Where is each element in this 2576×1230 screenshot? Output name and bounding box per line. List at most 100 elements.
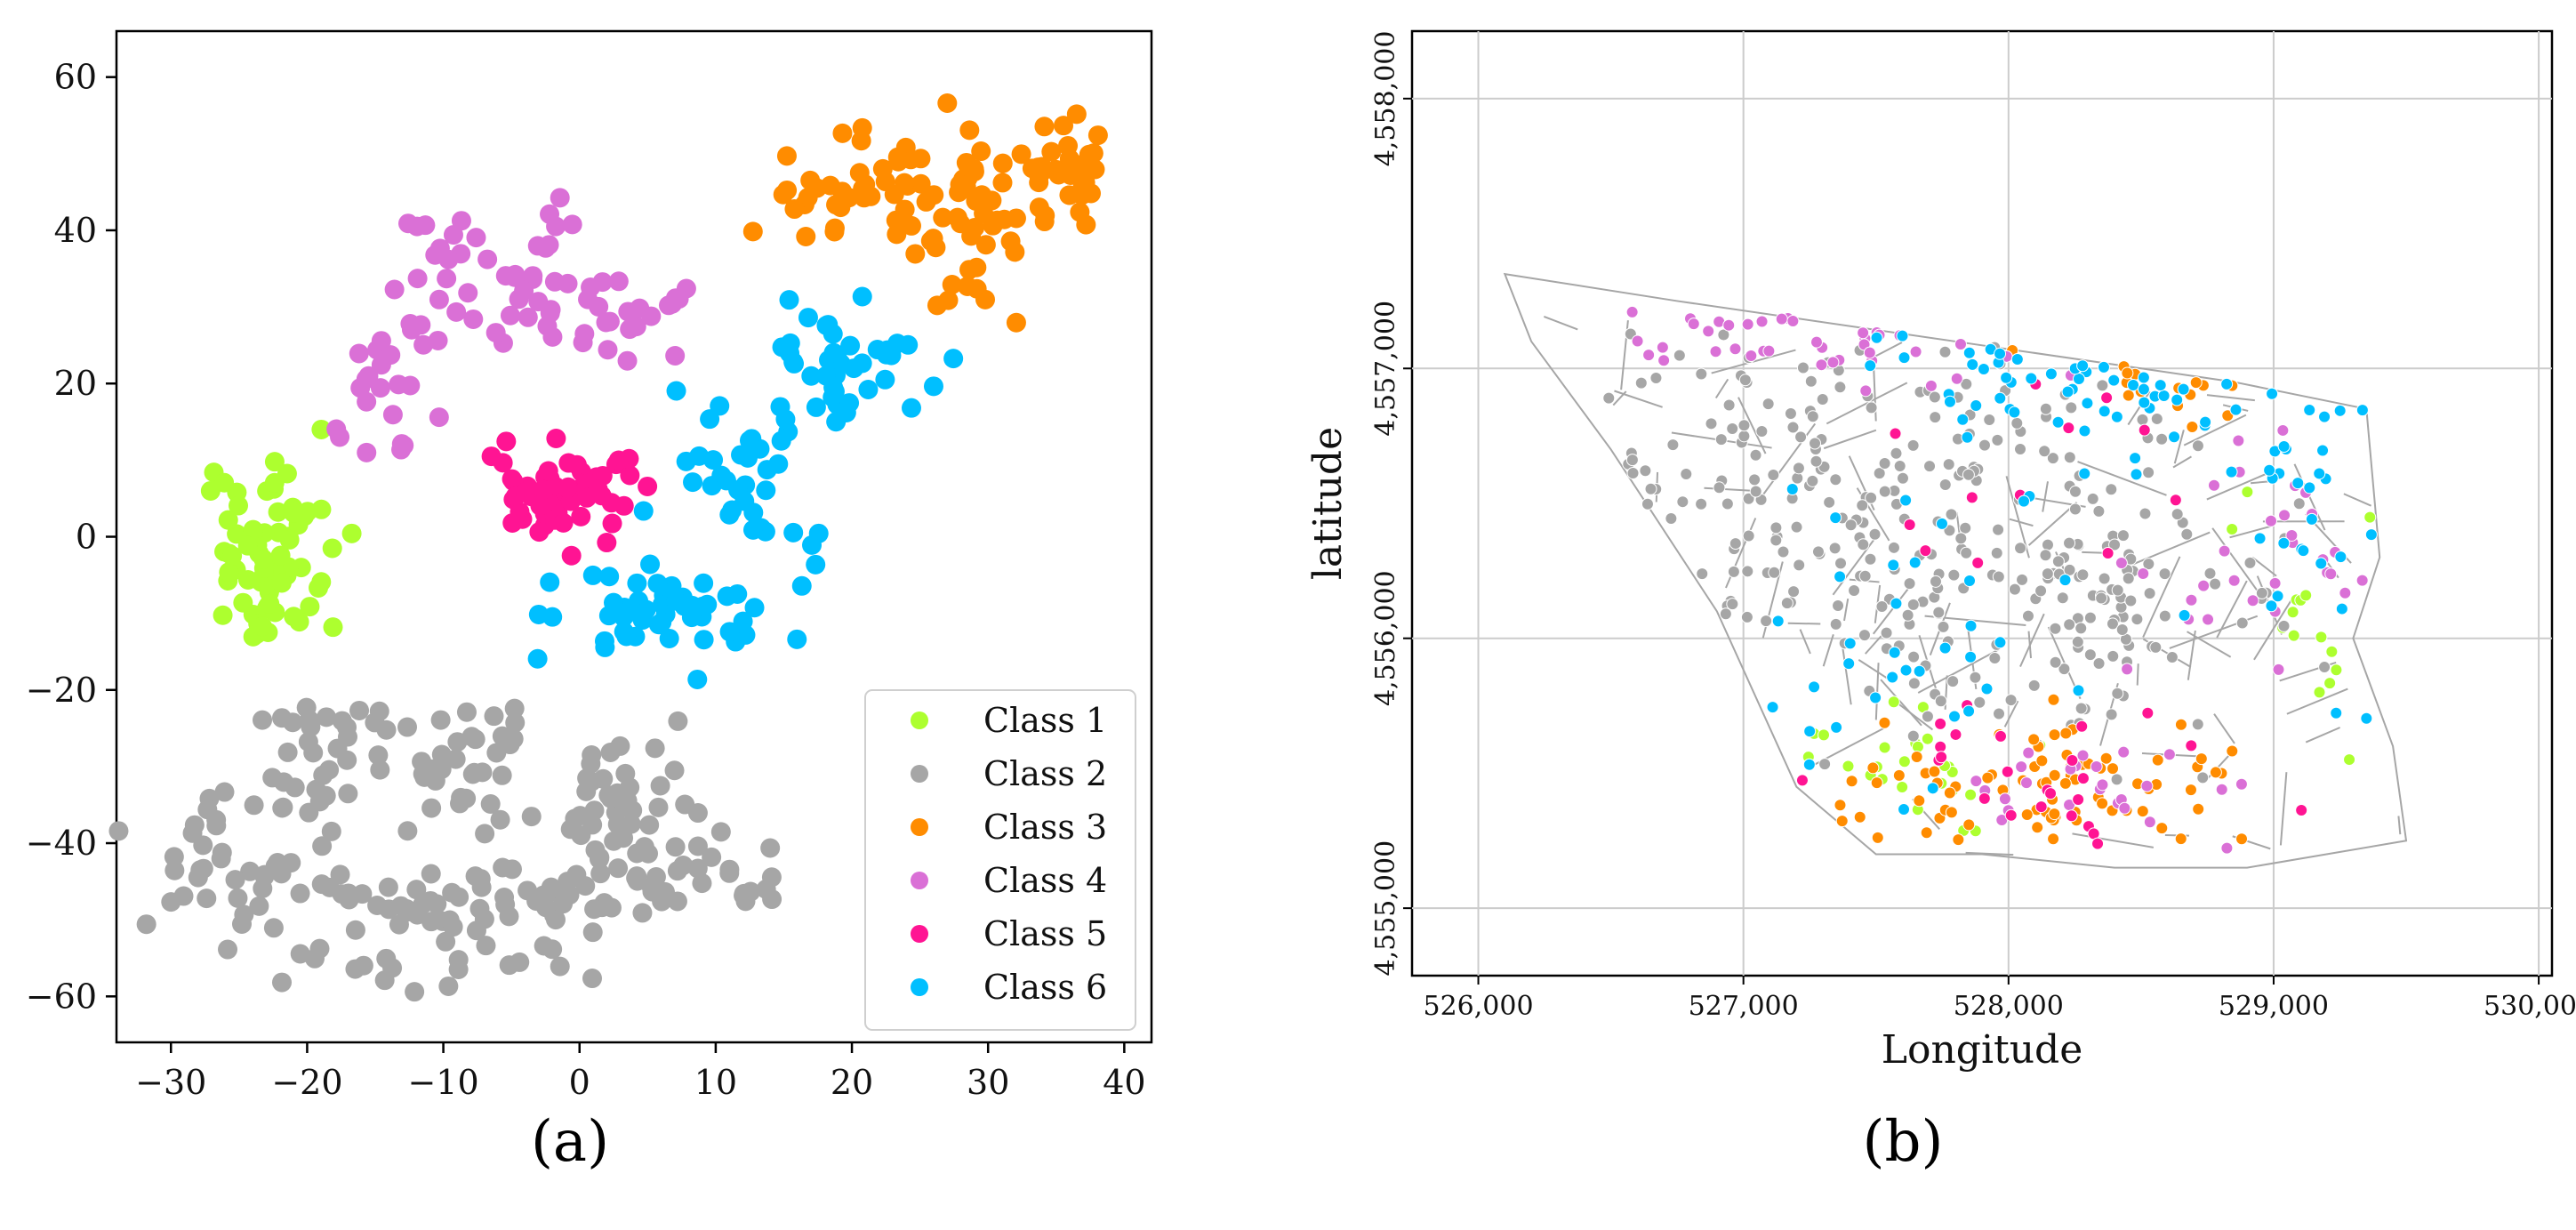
class-2-node — [1780, 597, 1794, 610]
class-2-node — [1786, 421, 1800, 434]
class-5-point — [638, 476, 658, 496]
class-2-node — [1806, 410, 1819, 423]
class-1-point — [284, 502, 304, 523]
class-2-node — [1641, 497, 1654, 510]
class-2-point — [534, 936, 554, 956]
class-4-point — [370, 378, 390, 398]
class-6-point — [791, 575, 812, 596]
class-5-point — [502, 469, 522, 489]
legend-marker-class-2 — [911, 765, 928, 783]
road-segment — [1832, 532, 1880, 596]
class-6-point — [802, 535, 823, 555]
class-4-node — [2227, 574, 2241, 587]
x-tick-label: 0 — [569, 1063, 590, 1102]
class-3-node — [2031, 821, 2044, 834]
class-2-point — [290, 883, 310, 904]
class-6-node — [2076, 359, 2090, 373]
class-4-node — [2218, 544, 2231, 558]
class-1-point — [219, 562, 239, 583]
class-4-point — [618, 301, 638, 322]
class-4-node — [2140, 779, 2154, 792]
y-tick-label: 20 — [54, 364, 97, 403]
class-2-point — [390, 896, 411, 916]
class-2-node — [1906, 729, 1920, 743]
class-4-node — [1815, 358, 1828, 372]
class-2-point — [608, 858, 629, 879]
class-2-node — [1769, 521, 1783, 535]
class-2-point — [164, 847, 184, 867]
class-6-node — [2266, 387, 2279, 400]
class-6-node — [2277, 439, 2291, 453]
class-4-node — [2268, 576, 2282, 590]
class-6-node — [1869, 691, 1882, 704]
class-2-node — [1962, 468, 1975, 481]
class-6-node — [2177, 382, 2190, 396]
class-6-point — [801, 366, 822, 386]
class-4-point — [429, 407, 449, 428]
class-5-node — [1934, 740, 1947, 753]
class-4-node — [1741, 318, 1754, 331]
class-5-node — [1889, 427, 1902, 440]
class-3-point — [777, 180, 798, 200]
class-3-point — [947, 207, 967, 228]
class-2-node — [2039, 402, 2052, 415]
road-segment — [2077, 461, 2167, 496]
class-2-node — [2143, 587, 2156, 600]
legend-label-class-3: Class 3 — [983, 808, 1107, 847]
class-2-point — [480, 793, 501, 814]
class-2-node — [1978, 438, 1991, 452]
class-3-point — [1075, 173, 1095, 193]
class-1-point — [264, 472, 285, 493]
road-segment — [1612, 390, 1627, 406]
class-3-node — [1870, 776, 1883, 790]
class-3-point — [942, 275, 962, 295]
legend-marker-class-4 — [911, 872, 928, 889]
class-2-node — [2155, 432, 2169, 446]
class-2-node — [1741, 565, 1754, 578]
class-2-point — [405, 982, 425, 1002]
class-6-point — [798, 308, 818, 328]
class-2-node — [2056, 591, 2069, 605]
class-2-node — [1834, 381, 1847, 394]
class-3-node — [2048, 728, 2061, 742]
x-tick-label: 40 — [1103, 1063, 1145, 1102]
class-4-node — [2096, 778, 2109, 792]
class-6-point — [633, 501, 654, 521]
class-6-node — [2303, 481, 2316, 494]
class-6-point — [694, 630, 714, 650]
class-2-node — [1929, 575, 1942, 588]
road-segment — [2279, 772, 2288, 846]
class-2-node — [1793, 559, 1806, 572]
class-6-node — [1926, 782, 1939, 795]
class-2-node — [2041, 567, 2054, 581]
class-2-node — [1721, 497, 1734, 510]
class-1-point — [311, 419, 332, 439]
class-6-point — [756, 480, 776, 501]
class-2-point — [431, 759, 452, 779]
class-3-node — [2151, 753, 2164, 767]
x-tick-label: 526,000 — [1424, 991, 1534, 1022]
class-5-point — [553, 512, 574, 533]
class-6-node — [2010, 352, 2024, 366]
class-4-point — [371, 331, 391, 351]
class-6-point — [582, 565, 603, 585]
class-2-node — [1906, 598, 1920, 611]
panel-a-tsne-scatter: −30 −20 −10 0 10 20 30 40 −60 −40 −20 0 20 40 60 Class… — [26, 29, 1153, 1175]
class-6-point — [823, 377, 844, 398]
class-2-point — [184, 815, 205, 835]
class-2-point — [421, 864, 441, 884]
class-3-node — [1945, 806, 1958, 819]
class-2-node — [1848, 583, 1861, 597]
class-6-node — [2178, 608, 2191, 622]
class-2-point — [443, 917, 463, 937]
class-3-point — [950, 174, 970, 195]
class-2-node — [2106, 617, 2119, 631]
class-2-point — [206, 809, 227, 830]
class-2-node — [1856, 499, 1869, 512]
class-2-point — [756, 879, 776, 899]
class-2-node — [2318, 661, 2331, 674]
class-6-point — [683, 472, 703, 493]
road-segment — [1826, 382, 1908, 425]
class-6-node — [2303, 403, 2316, 416]
class-2-node — [2086, 492, 2099, 505]
